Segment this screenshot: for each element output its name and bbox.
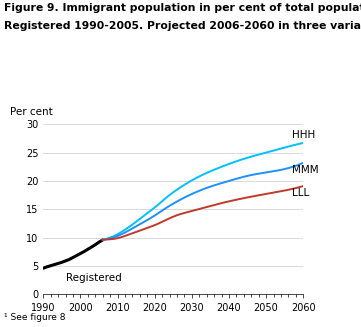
Text: Figure 9. Immigrant population in per cent of total population.: Figure 9. Immigrant population in per ce… [4, 3, 361, 13]
Text: Registered: Registered [66, 273, 121, 284]
Text: MMM: MMM [292, 164, 319, 175]
Text: ¹ See figure 8: ¹ See figure 8 [4, 313, 65, 322]
Text: LLL: LLL [292, 188, 309, 198]
Text: HHH: HHH [292, 130, 316, 140]
Text: Per cent: Per cent [9, 108, 52, 117]
Text: Registered 1990-2005. Projected 2006-2060 in three variants¹: Registered 1990-2005. Projected 2006-206… [4, 21, 361, 31]
